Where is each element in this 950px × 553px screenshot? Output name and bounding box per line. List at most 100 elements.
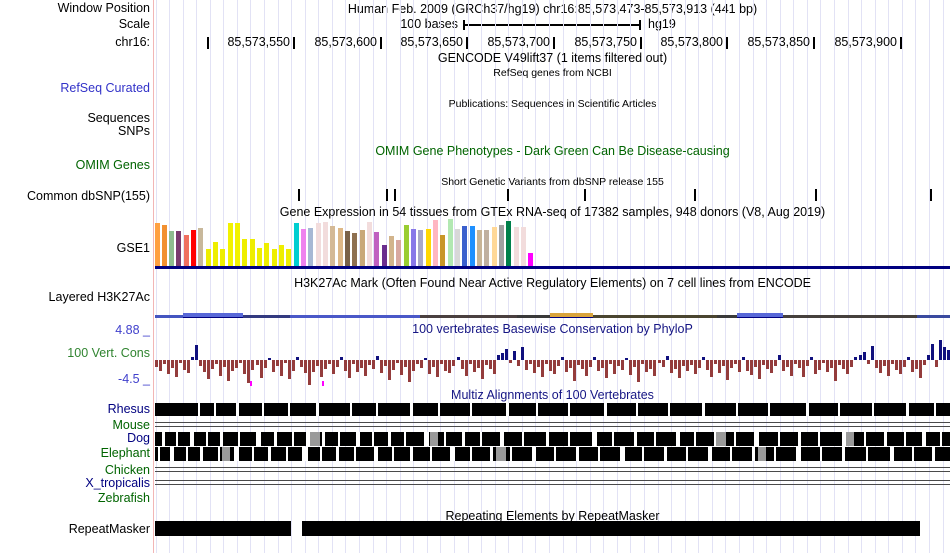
dbsnp-variant-tick[interactable] [815, 189, 817, 201]
dbsnp-variant-tick[interactable] [694, 189, 696, 201]
phylop-negative-bar[interactable] [255, 360, 259, 365]
gtex-expression-bar[interactable] [469, 226, 475, 266]
phylop-negative-bar[interactable] [448, 360, 452, 374]
phylop-negative-bar[interactable] [548, 360, 552, 371]
phylop-negative-bar[interactable] [163, 360, 167, 365]
species-label-elephant[interactable]: Elephant [100, 446, 150, 460]
vert-cons-label[interactable]: 100 Vert. Cons [67, 346, 150, 360]
gtex-expression-bar[interactable] [462, 226, 468, 266]
phylop-negative-bar[interactable] [404, 360, 408, 368]
phylop-negative-bar[interactable] [834, 360, 838, 382]
phylop-negative-bar[interactable] [689, 360, 693, 365]
gtex-expression-bar[interactable] [169, 231, 175, 266]
phylop-negative-bar[interactable] [934, 360, 938, 367]
phylop-positive-bar[interactable] [512, 350, 516, 360]
phylop-negative-bar[interactable] [597, 360, 601, 372]
phylop-negative-bar[interactable] [621, 360, 625, 370]
phylop-negative-bar[interactable] [364, 360, 368, 376]
phylop-positive-bar[interactable] [665, 356, 669, 360]
phylop-negative-bar[interactable] [737, 360, 741, 373]
phylop-negative-bar[interactable] [729, 360, 733, 369]
dbsnp-variant-tick[interactable] [298, 189, 300, 201]
dbsnp-variant-tick[interactable] [507, 189, 509, 201]
phylop-negative-bar[interactable] [649, 360, 653, 369]
phylop-negative-bar[interactable] [922, 360, 926, 365]
h3k27ac-signal-segment[interactable] [517, 315, 550, 318]
phylop-negative-bar[interactable] [749, 360, 753, 375]
phylop-negative-bar[interactable] [384, 360, 388, 367]
phylop-positive-bar[interactable] [870, 346, 874, 360]
phylop-negative-bar[interactable] [528, 360, 532, 364]
phylop-positive-bar[interactable] [942, 347, 946, 360]
gtex-expression-bar[interactable] [323, 222, 329, 266]
phylop-negative-bar[interactable] [319, 360, 323, 377]
phylop-negative-bar[interactable] [428, 360, 432, 375]
phylop-negative-bar[interactable] [798, 360, 802, 369]
phylop-positive-bar[interactable] [810, 357, 814, 360]
phylop-negative-bar[interactable] [721, 360, 725, 367]
phylop-positive-bar[interactable] [926, 355, 930, 360]
gtex-expression-bar[interactable] [513, 227, 519, 266]
phylop-negative-bar[interactable] [476, 360, 480, 368]
phylop-negative-bar[interactable] [733, 360, 737, 365]
h3k27ac-signal-segment[interactable] [717, 315, 737, 318]
gtex-expression-bar[interactable] [220, 249, 226, 266]
gtex-expression-bar[interactable] [315, 223, 321, 266]
phylop-negative-bar[interactable] [356, 360, 359, 372]
phylop-negative-bar[interactable] [717, 360, 721, 373]
species-label-dog[interactable]: Dog [127, 431, 150, 445]
multiz-alignment-bar-rhesus[interactable] [155, 403, 950, 416]
phylop-positive-bar[interactable] [625, 357, 629, 360]
phylop-negative-bar[interactable] [175, 360, 179, 378]
phylop-negative-bar[interactable] [725, 360, 729, 380]
phylop-negative-bar[interactable] [766, 360, 770, 369]
h3k27ac-signal-segment[interactable] [783, 315, 917, 318]
phylop-negative-bar[interactable] [223, 360, 227, 367]
multiz-alignment-bar-elephant[interactable] [155, 447, 950, 461]
h3k27ac-signal-segment[interactable] [183, 313, 243, 317]
gtex-expression-bar[interactable] [359, 230, 365, 266]
gtex-expression-bar[interactable] [381, 245, 387, 266]
h3k27ac-signal-segment[interactable] [737, 313, 783, 317]
phylop-negative-bar[interactable] [275, 360, 279, 367]
phylop-negative-bar[interactable] [878, 360, 882, 373]
gtex-expression-bar[interactable] [425, 229, 431, 266]
phylop-negative-bar[interactable] [251, 360, 255, 370]
phylop-negative-bar[interactable] [207, 360, 211, 379]
phylop-negative-bar[interactable] [573, 360, 577, 381]
multiz-double-line-mouse[interactable] [155, 426, 950, 427]
gtex-expression-bar[interactable] [330, 226, 336, 266]
gtex-expression-bar[interactable] [477, 230, 483, 266]
phylop-negative-bar[interactable] [569, 360, 573, 369]
phylop-negative-bar[interactable] [183, 360, 187, 370]
phylop-negative-bar[interactable] [653, 360, 657, 377]
phylop-negative-bar[interactable] [203, 360, 207, 373]
phylop-negative-bar[interactable] [617, 360, 621, 366]
gtex-expression-bar[interactable] [499, 225, 504, 266]
phylop-negative-bar[interactable] [894, 360, 898, 370]
phylop-positive-bar[interactable] [906, 357, 910, 360]
phylop-negative-bar[interactable] [351, 360, 355, 364]
phylop-positive-bar[interactable] [376, 356, 380, 360]
phylop-negative-bar[interactable] [589, 360, 593, 367]
gtex-expression-bar[interactable] [433, 220, 439, 266]
gtex-expression-bar[interactable] [301, 229, 307, 266]
gtex-expression-bar[interactable] [484, 230, 490, 266]
phylop-positive-bar[interactable] [854, 356, 858, 360]
gtex-expression-bar[interactable] [271, 249, 277, 266]
phylop-negative-bar[interactable] [211, 360, 215, 369]
phylop-negative-bar[interactable] [557, 360, 560, 367]
gtex-expression-bar[interactable] [264, 243, 270, 266]
phylop-positive-bar[interactable] [593, 356, 597, 360]
dbsnp-variant-tick[interactable] [394, 189, 396, 201]
phylop-positive-bar[interactable] [424, 357, 428, 360]
phylop-positive-bar[interactable] [295, 356, 299, 360]
dbsnp-variant-tick[interactable] [930, 189, 932, 201]
phylop-negative-bar[interactable] [279, 360, 283, 376]
phylop-negative-bar[interactable] [552, 360, 556, 375]
species-label-x-tropicalis[interactable]: X_tropicalis [85, 476, 150, 490]
phylop-negative-bar[interactable] [898, 360, 902, 374]
phylop-negative-bar[interactable] [155, 360, 158, 367]
phylop-negative-bar[interactable] [452, 360, 456, 366]
phylop-negative-bar[interactable] [577, 360, 581, 365]
